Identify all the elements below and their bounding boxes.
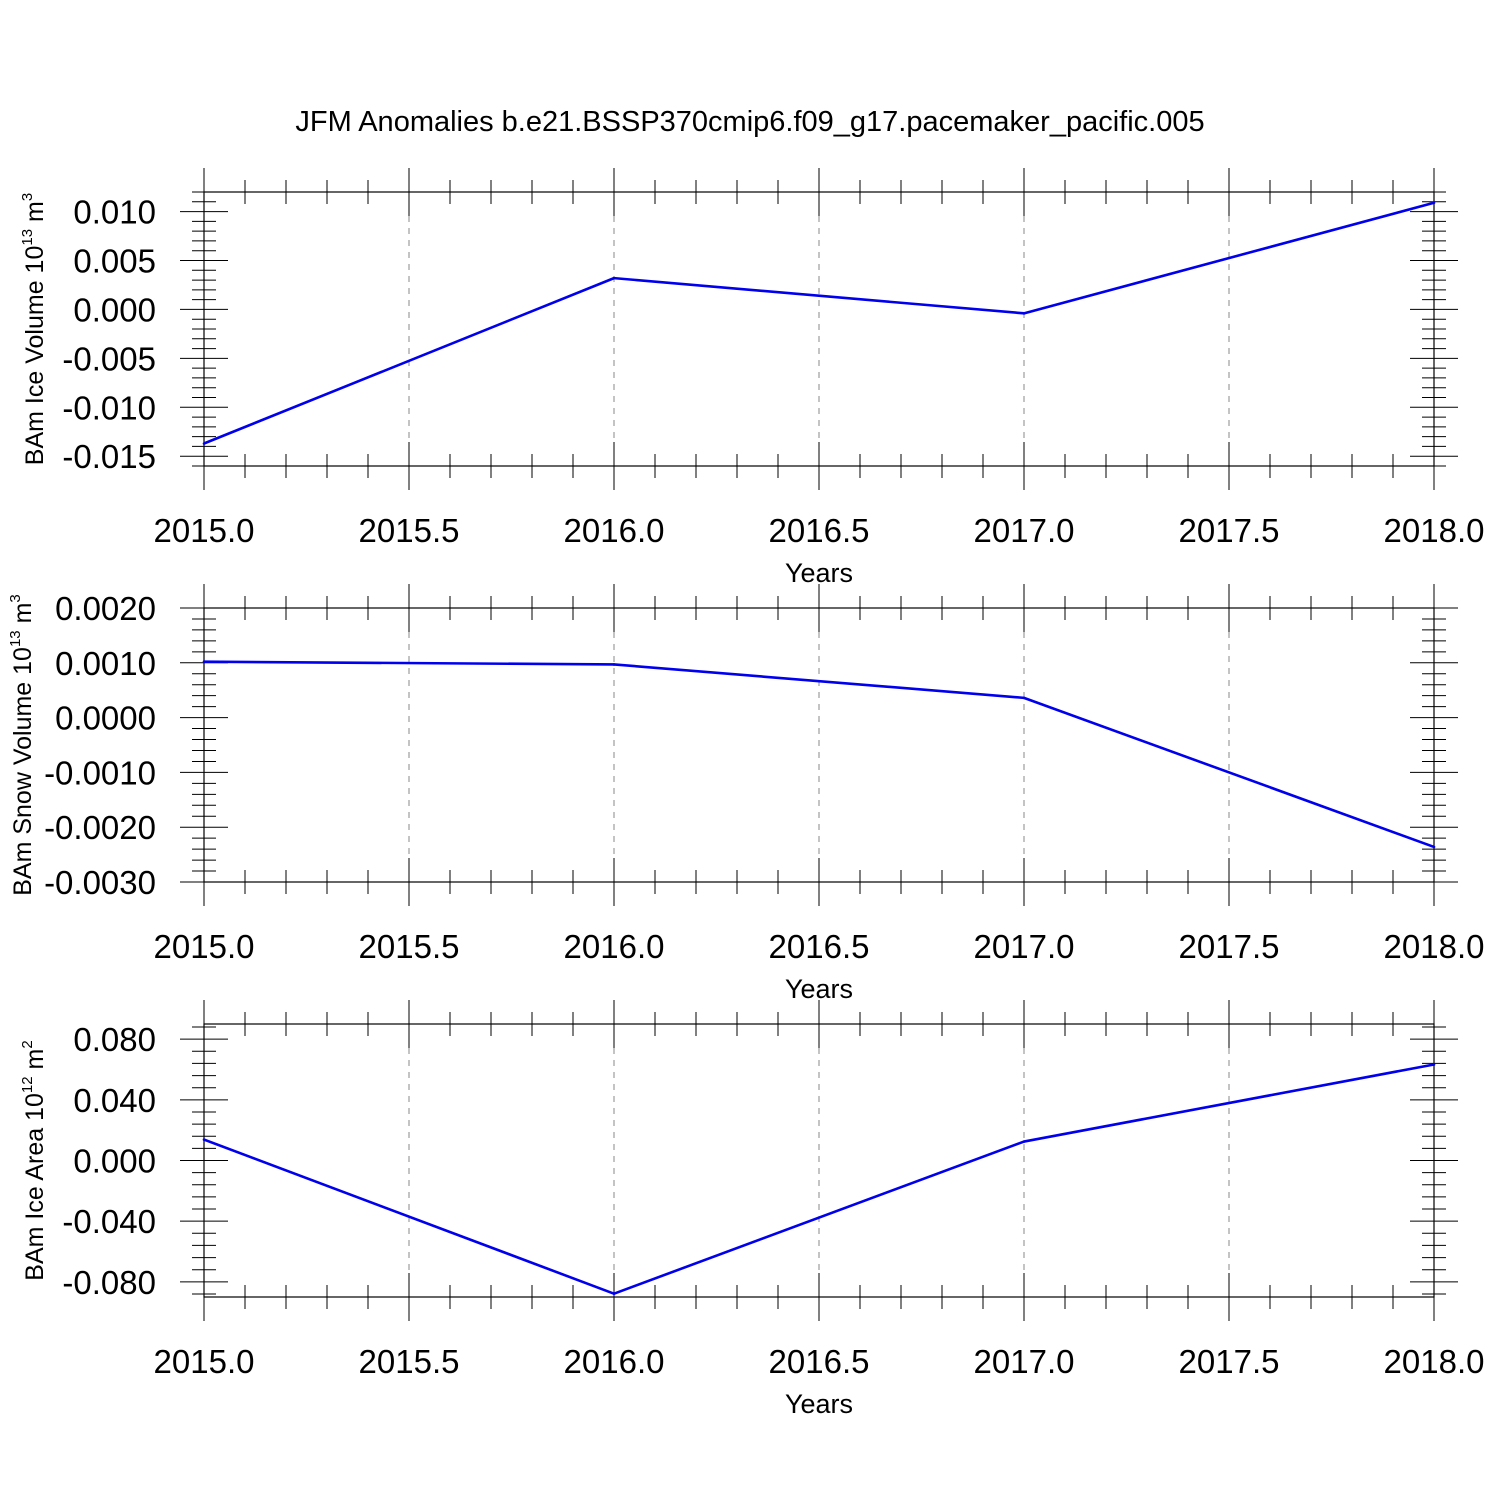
x-tick-label: 2015.0 <box>154 512 255 549</box>
x-tick-label: 2018.0 <box>1384 928 1485 965</box>
x-tick-label: 2017.0 <box>974 512 1075 549</box>
y-axis-title-unit-exponent: 2 <box>19 1040 36 1048</box>
y-axis-title-exponent: 12 <box>19 1076 36 1093</box>
y-axis-title-unit: m <box>9 603 37 631</box>
x-tick-label: 2017.5 <box>1179 1343 1280 1380</box>
y-axis-title-unit: m <box>21 201 49 229</box>
y-tick-label: -0.010 <box>62 389 156 426</box>
y-tick-label: -0.080 <box>62 1264 156 1301</box>
y-axis-title-main: BAm Snow Volume 10 <box>9 647 37 896</box>
y-tick-label: 0.080 <box>73 1021 156 1058</box>
x-tick-label: 2015.5 <box>359 928 460 965</box>
y-axis-title-unit-exponent: 3 <box>7 594 24 602</box>
y-tick-label: -0.005 <box>62 340 156 377</box>
data-point <box>1432 201 1436 205</box>
data-point <box>202 660 206 664</box>
data-point <box>612 276 616 280</box>
y-axis-title: BAm Ice Area 1012 m2 <box>19 1040 49 1280</box>
x-tick-label: 2015.5 <box>359 1343 460 1380</box>
y-axis-title-main: BAm Ice Volume 10 <box>21 246 49 466</box>
x-tick-label: 2016.5 <box>769 1343 870 1380</box>
y-tick-label: 0.010 <box>73 194 156 231</box>
y-tick-label: 0.000 <box>73 1143 156 1180</box>
data-point <box>202 1138 206 1141</box>
chart-panel-2: 2015.0 2015.5 2016.0 2016.5 2017.0 2017.5 2018… <box>7 584 1484 1004</box>
x-tick-label: 2018.0 <box>1384 512 1485 549</box>
y-tick-label: -0.040 <box>62 1203 156 1240</box>
y-axis-title-unit-exponent: 3 <box>19 193 36 201</box>
series-line <box>203 201 1435 445</box>
data-point <box>202 442 206 445</box>
chart-panel-1: 2015.0 2015.5 2016.0 2016.5 2017.0 2017.5 2018… <box>19 168 1484 588</box>
y-axis-title: BAm Ice Volume 1013 m3 <box>19 193 49 465</box>
x-tick-label: 2017.0 <box>974 1343 1075 1380</box>
y-tick-label: -0.0030 <box>44 864 156 901</box>
chart-panels: 2015.0 2015.5 2016.0 2016.5 2017.0 2017.5 2018… <box>7 168 1484 1419</box>
data-point <box>1432 845 1436 849</box>
y-tick-label: 0.0010 <box>55 645 156 682</box>
x-tick-label: 2016.0 <box>564 1343 665 1380</box>
chart-title: JFM Anomalies b.e21.BSSP370cmip6.f09_g17… <box>295 106 1204 138</box>
y-tick-label: -0.0020 <box>44 809 156 846</box>
x-tick-label: 2016.5 <box>769 928 870 965</box>
data-point <box>1022 312 1026 315</box>
x-tick-label: 2015.0 <box>154 1343 255 1380</box>
x-tick-label: 2017.5 <box>1179 928 1280 965</box>
chart-panel-3: 2015.0 2015.5 2016.0 2016.5 2017.0 2017.5 2018… <box>19 1000 1484 1419</box>
y-axis-title-unit: m <box>21 1049 49 1077</box>
x-axis-title: Years <box>785 1389 853 1419</box>
y-tick-label: 0.000 <box>73 291 156 328</box>
x-axis-title: Years <box>785 558 853 588</box>
y-tick-label: -0.0010 <box>44 754 156 791</box>
data-point <box>612 1292 616 1295</box>
y-axis-title-exponent: 13 <box>19 229 36 246</box>
x-tick-label: 2015.0 <box>154 928 255 965</box>
y-tick-label: 0.0000 <box>55 700 156 737</box>
y-tick-label: 0.0020 <box>55 590 156 627</box>
x-tick-label: 2016.5 <box>769 512 870 549</box>
y-axis-title-main: BAm Ice Area 10 <box>21 1093 49 1281</box>
x-tick-label: 2018.0 <box>1384 1343 1485 1380</box>
data-point <box>1022 1140 1026 1143</box>
data-point <box>612 663 616 666</box>
y-axis-title-exponent: 13 <box>7 630 24 647</box>
x-tick-label: 2015.5 <box>359 512 460 549</box>
data-point <box>1022 696 1026 700</box>
x-tick-label: 2016.0 <box>564 512 665 549</box>
x-tick-label: 2016.0 <box>564 928 665 965</box>
y-tick-label: 0.005 <box>73 243 156 280</box>
y-axis-title: BAm Snow Volume 1013 m3 <box>7 594 37 896</box>
x-axis-title: Years <box>785 974 853 1004</box>
series-line <box>203 660 1435 849</box>
data-point <box>1432 1063 1436 1066</box>
x-tick-label: 2017.5 <box>1179 512 1280 549</box>
y-tick-label: 0.040 <box>73 1082 156 1119</box>
x-tick-label: 2017.0 <box>974 928 1075 965</box>
series-line <box>203 1063 1435 1295</box>
y-tick-label: -0.015 <box>62 438 156 475</box>
